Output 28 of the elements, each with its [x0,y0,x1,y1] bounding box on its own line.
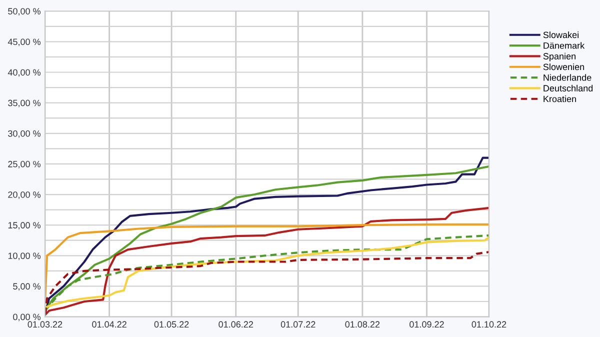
x-tick-label: 01.10.22 [472,321,506,328]
x-tick-label: 01.03.22 [28,321,62,328]
legend-label: Dänemark [544,42,585,49]
x-tick-label: 01.08.22 [345,321,380,328]
x-tick-label: 01.06.22 [218,321,253,328]
legend-label: Niederlande [544,74,592,81]
legend-label: Deutschland [544,84,593,92]
y-tick-label: 45,00 % [8,38,41,46]
legend-label: Kroatien [544,96,576,102]
x-tick-label: 01.04.22 [92,321,126,328]
legend-label: Spanien [543,52,576,62]
x-tick-label: 01.05.22 [154,321,189,328]
y-tick-label: 40,00 % [8,69,41,77]
x-tick-label: 01.07.22 [280,321,316,328]
y-tick-label: 35,00 % [8,100,41,108]
line-series [45,223,489,303]
legend-label: Slowakei [543,31,578,38]
y-tick-label: 0,00 % [13,314,41,322]
x-tick-label: 01.09.22 [410,321,444,328]
y-tick-label: 15,00 % [8,222,41,230]
line-series [45,250,489,315]
legend-label: Slowenien [543,63,584,70]
y-tick-label: 30,00 % [8,130,41,138]
y-tick-label: 25,00 % [8,160,41,168]
y-tick-label: 5,00 % [13,283,41,291]
y-tick-label: 50,00 % [8,8,41,16]
y-tick-label: 10,00 % [8,252,41,260]
y-tick-label: 20,00 % [8,191,41,199]
